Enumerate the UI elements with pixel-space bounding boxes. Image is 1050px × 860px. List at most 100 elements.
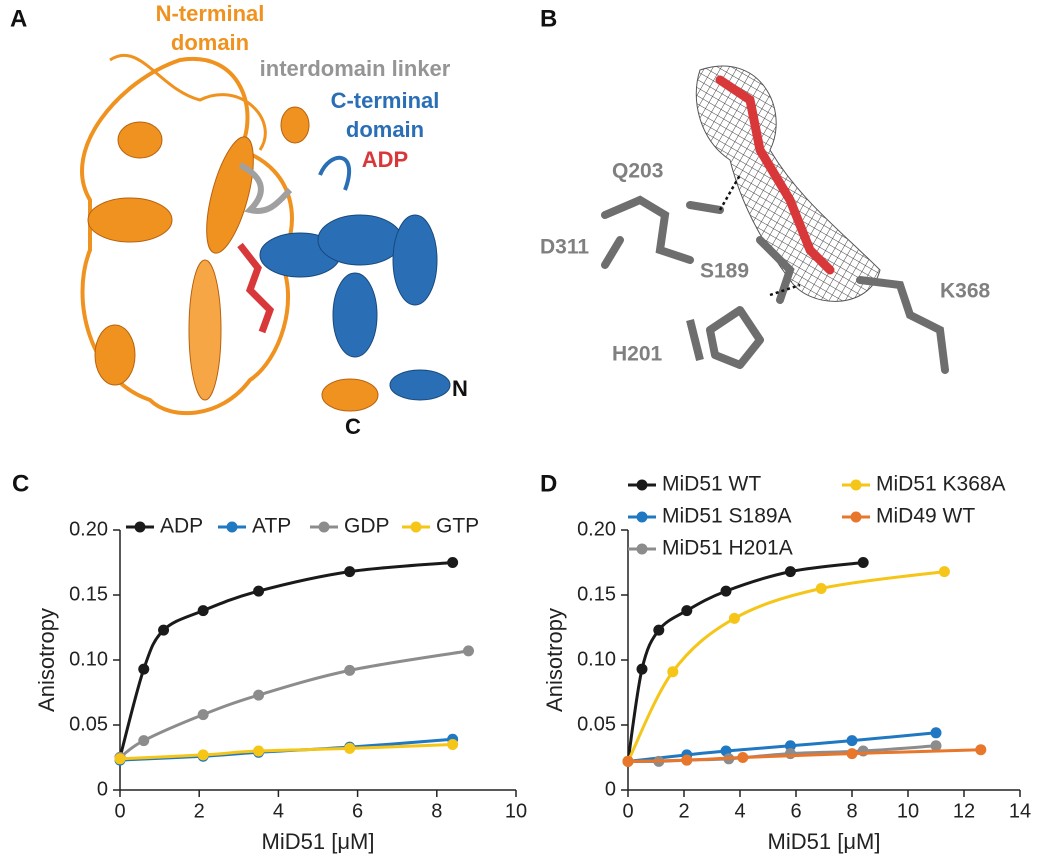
data-point xyxy=(197,749,209,761)
data-point xyxy=(197,709,209,721)
legend-marker xyxy=(226,521,238,533)
data-point xyxy=(447,557,459,568)
c-domain-loop xyxy=(318,155,352,191)
y-tick-label: 0.15 xyxy=(577,583,616,605)
y-tick-label: 0.05 xyxy=(69,713,108,735)
y-tick-label: 0.05 xyxy=(577,713,616,735)
helix xyxy=(392,214,438,306)
fit-line xyxy=(627,748,981,763)
legend-marker xyxy=(850,479,862,491)
panel-label: A xyxy=(10,5,27,32)
helix xyxy=(94,324,136,386)
data-point xyxy=(975,744,987,756)
residue-label: K368 xyxy=(940,280,991,303)
y-tick-label: 0.20 xyxy=(577,518,616,540)
data-point xyxy=(784,748,796,760)
data-point xyxy=(253,689,265,701)
data-point xyxy=(720,585,732,597)
x-tick-label: 2 xyxy=(194,800,205,822)
h-bond xyxy=(718,174,801,297)
density-mesh xyxy=(695,65,881,302)
data-point xyxy=(253,745,265,757)
data-point xyxy=(253,585,265,597)
data-point xyxy=(344,566,356,578)
x-tick-label: 0 xyxy=(114,800,125,822)
data-point xyxy=(784,740,796,752)
x-tick-label: 4 xyxy=(273,800,284,822)
domain-label: domain xyxy=(171,30,249,55)
protein-cartoon xyxy=(80,53,451,416)
legend-marker xyxy=(318,521,330,533)
data-point xyxy=(462,645,474,657)
data-point xyxy=(114,753,126,765)
x-tick-label: 8 xyxy=(846,800,857,822)
data-point xyxy=(815,583,827,594)
legend-marker xyxy=(850,511,862,523)
x-axis-title: MiD51 [μM] xyxy=(768,829,881,854)
data-point xyxy=(344,664,356,676)
panel-label: C xyxy=(12,470,29,497)
legend-label: MiD51 S189A xyxy=(662,505,792,528)
y-tick-label: 0 xyxy=(605,778,616,800)
data-point xyxy=(728,612,740,624)
legend-label: MiD51 K368A xyxy=(876,473,1006,496)
x-tick-label: 10 xyxy=(897,800,919,822)
x-tick-label: 6 xyxy=(790,800,801,822)
ligand-label: ADP xyxy=(362,147,408,172)
panel-label: D xyxy=(540,470,557,497)
x-tick-label: 4 xyxy=(734,800,745,822)
x-tick-label: 14 xyxy=(1009,800,1031,822)
data-point xyxy=(653,624,665,636)
y-tick-label: 0.10 xyxy=(577,648,616,670)
y-tick-label: 0.15 xyxy=(69,583,108,605)
residue-sticks xyxy=(686,306,764,369)
legend-label: ADP xyxy=(160,515,203,538)
x-tick-label: 2 xyxy=(678,800,689,822)
residue-label: Q203 xyxy=(612,160,663,183)
data-point xyxy=(737,752,749,763)
y-tick-label: 0.20 xyxy=(69,518,108,540)
legend-label: GTP xyxy=(436,515,479,538)
residue-label: D311 xyxy=(540,236,589,259)
x-tick-label: 6 xyxy=(352,800,363,822)
data-point xyxy=(938,566,950,578)
legend-label: ATP xyxy=(252,515,291,538)
legend-label: MiD49 WT xyxy=(876,505,975,528)
terminus-label: N xyxy=(452,376,468,401)
legend-marker xyxy=(636,543,648,555)
helix xyxy=(332,272,378,358)
data-point xyxy=(681,754,693,766)
residue-label: S189 xyxy=(700,260,749,283)
x-tick-label: 12 xyxy=(953,800,975,822)
binding-site xyxy=(601,65,949,374)
residue-sticks xyxy=(601,195,694,269)
data-point xyxy=(846,735,858,747)
helix xyxy=(389,369,451,401)
data-point xyxy=(344,742,356,754)
y-tick-label: 0 xyxy=(97,778,108,800)
fit-line xyxy=(626,561,864,762)
data-point xyxy=(197,605,209,617)
legend-label: MiD51 WT xyxy=(662,473,761,496)
helix xyxy=(280,106,310,144)
domain-label: N-terminal xyxy=(156,1,265,26)
legend-label: MiD51 H201A xyxy=(662,537,793,560)
helix xyxy=(87,197,173,243)
adp-sticks xyxy=(237,242,275,334)
residue-label: H201 xyxy=(612,343,663,366)
legend-marker xyxy=(636,511,648,523)
y-axis-title: Anisotropy xyxy=(542,608,567,712)
linker xyxy=(238,162,293,214)
legend-label: GDP xyxy=(344,515,390,538)
data-point xyxy=(447,739,459,750)
legend-marker xyxy=(636,479,648,491)
helix xyxy=(317,214,403,266)
x-tick-label: 8 xyxy=(431,800,442,822)
terminus-label: C xyxy=(345,414,361,439)
data-point xyxy=(930,740,942,752)
x-tick-label: 10 xyxy=(505,800,527,822)
fit-line xyxy=(626,570,945,763)
data-point xyxy=(636,663,648,675)
data-point xyxy=(622,755,634,767)
